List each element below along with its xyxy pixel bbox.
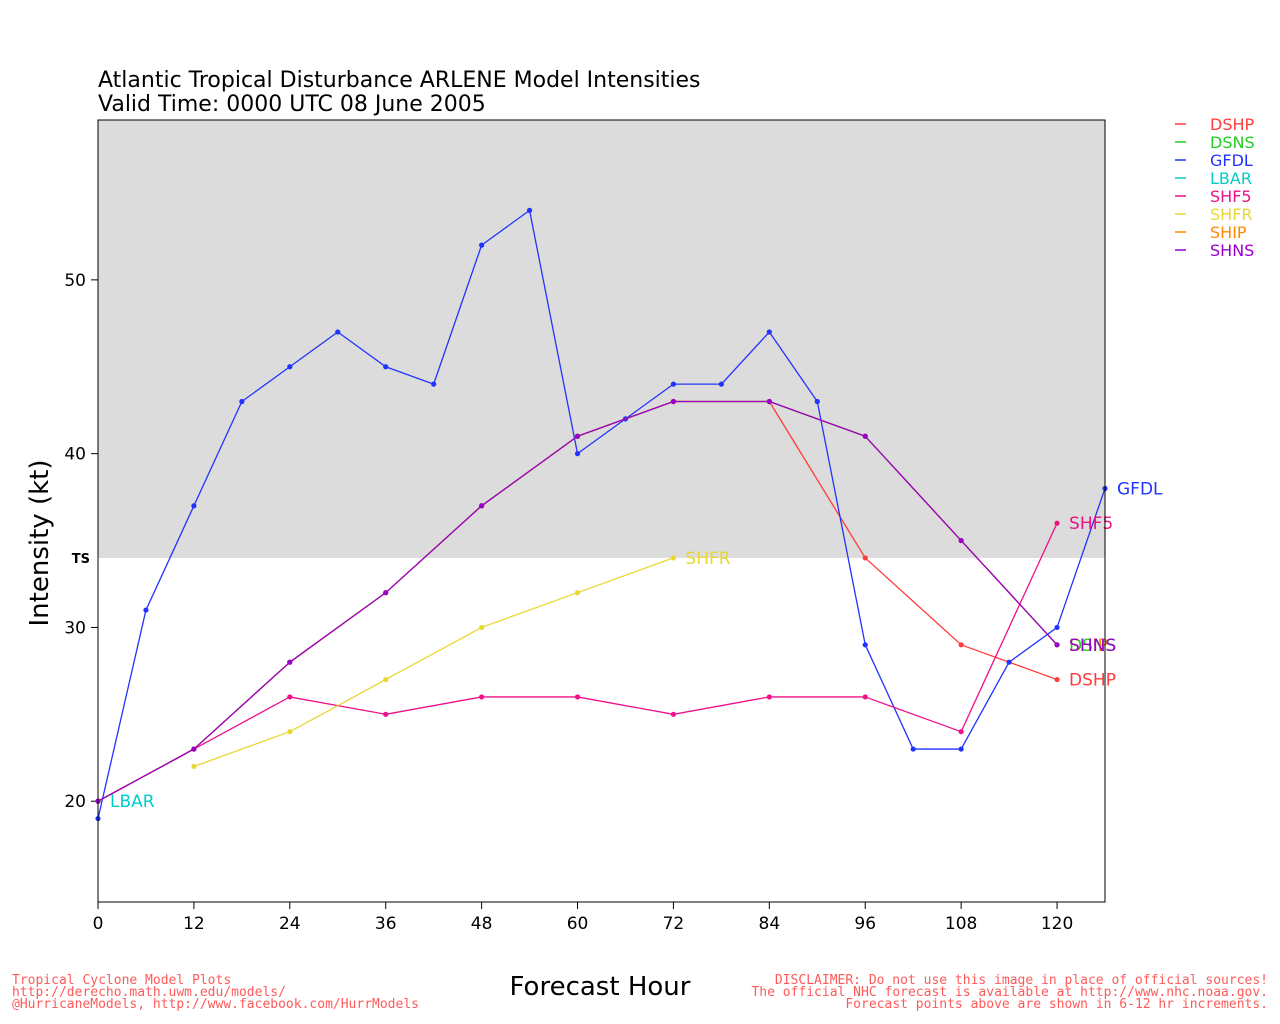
data-point-gfdl [383, 364, 389, 370]
x-tick-label: 60 [567, 914, 589, 934]
x-tick-label: 108 [945, 914, 977, 934]
footer-right-line2: The official NHC forecast is available a… [751, 985, 1268, 1000]
y-tick-label: 50 [64, 271, 86, 291]
data-point-shns [574, 433, 581, 439]
data-point-shf5 [287, 694, 293, 700]
x-tick-label: 12 [183, 914, 205, 934]
series-end-label-dshp: DSHP [1069, 671, 1116, 691]
x-tick-label: 84 [759, 914, 781, 934]
data-point-gfdl [766, 329, 772, 335]
data-point-shfr [574, 590, 581, 596]
series-end-label-lbar: LBAR [110, 792, 155, 812]
x-tick-label: 36 [375, 914, 397, 934]
x-tick-label: 48 [471, 914, 493, 934]
data-point-shns [383, 590, 389, 596]
data-point-gfdl [479, 242, 485, 248]
data-point-shns [1054, 642, 1060, 648]
data-point-gfdl [287, 364, 293, 370]
data-point-gfdl [335, 329, 341, 335]
series-line-shf5 [97, 522, 1058, 802]
x-tick-label: 24 [279, 914, 301, 934]
data-point-dshp [1054, 676, 1060, 683]
data-point-gfdl [814, 398, 820, 405]
legend-entry-shns: SHNS [1210, 241, 1254, 260]
legend-entry-shfr: SHFR [1210, 205, 1253, 224]
footer-left-line1: Tropical Cyclone Model Plots [12, 973, 232, 988]
data-point-shns [766, 398, 772, 405]
series-end-label-shfr: SHFR [685, 549, 730, 569]
data-point-shfr [287, 729, 293, 735]
data-point-shns [479, 503, 485, 509]
y-tick-label: 40 [64, 445, 86, 465]
data-point-gfdl [910, 746, 916, 752]
series-line-gfdl [97, 209, 1106, 819]
data-point-gfdl [239, 398, 245, 405]
plot-frame [97, 119, 1106, 903]
legend-entry-gfdl: GFDL [1210, 151, 1253, 170]
data-point-dshp [958, 642, 964, 648]
y-tick-label: 20 [64, 792, 86, 812]
footer-disclaimer: DISCLAIMER: Do not use this image in pla… [751, 973, 1268, 1012]
legend-entry-shf5: SHF5 [1210, 187, 1252, 206]
data-point-dshp [862, 555, 868, 561]
legend-entry-ship: SHIP [1210, 223, 1247, 242]
data-point-gfdl [958, 746, 964, 752]
series-end-label-shns: SHNS [1069, 636, 1116, 656]
data-point-gfdl [718, 381, 724, 387]
data-point-shfr [479, 624, 485, 631]
data-point-shf5 [574, 694, 581, 700]
data-point-gfdl [1054, 624, 1060, 631]
ts-threshold-label: TS [72, 552, 90, 567]
data-point-shf5 [766, 694, 772, 700]
y-axis-label: Intensity (kt) [25, 460, 55, 627]
chart-title-line1: Atlantic Tropical Disturbance ARLENE Mod… [98, 68, 701, 93]
data-point-shns [287, 659, 293, 665]
data-point-shfr [670, 555, 677, 561]
x-tick-label: 120 [1041, 914, 1073, 934]
data-point-shns [862, 433, 868, 439]
data-point-shns [191, 746, 197, 752]
series-end-label-ship: SHIP [1069, 636, 1108, 656]
data-point-gfdl [191, 503, 197, 509]
data-point-shf5 [1054, 520, 1060, 526]
data-point-gfdl [574, 451, 581, 457]
data-point-shf5 [958, 729, 964, 735]
data-point-gfdl [431, 381, 437, 387]
legend-entry-lbar: LBAR [1210, 169, 1252, 188]
data-point-shfr [191, 763, 197, 770]
footer-credits: Tropical Cyclone Model Plots http://derec… [12, 973, 419, 1012]
x-tick-label: 72 [663, 914, 685, 934]
data-point-shf5 [670, 711, 677, 717]
data-point-shf5 [479, 694, 485, 700]
chart-title-line2: Valid Time: 0000 UTC 08 June 2005 [98, 92, 486, 117]
data-point-shns [670, 398, 677, 405]
data-point-gfdl [1006, 659, 1012, 665]
x-tick-label: 96 [854, 914, 876, 934]
x-axis-label: Forecast Hour [509, 972, 691, 1002]
data-point-shf5 [383, 711, 389, 717]
footer-right-line1: DISCLAIMER: Do not use this image in pla… [774, 973, 1268, 988]
data-point-gfdl [143, 607, 149, 613]
series-line-shfr [193, 557, 674, 768]
series-end-label-shf5: SHF5 [1069, 514, 1113, 534]
data-point-shfr [383, 676, 389, 683]
data-point-shf5 [862, 694, 868, 700]
x-tick-label: 0 [93, 914, 104, 934]
legend-entry-dshp: DSHP [1210, 115, 1255, 134]
data-point-gfdl [526, 207, 533, 213]
legend-entry-dsns: DSNS [1210, 133, 1255, 152]
data-point-shns [958, 537, 964, 544]
footer-right-line3: Forecast points above are shown in 6-12 … [845, 997, 1268, 1012]
data-point-gfdl [862, 642, 868, 648]
footer-left-line3[interactable]: @HurricaneModels, http://www.facebook.co… [12, 997, 419, 1012]
footer-left-line2[interactable]: http://derecho.math.uwm.edu/models/ [12, 985, 286, 1000]
series-end-label-gfdl: GFDL [1117, 479, 1163, 499]
data-point-gfdl [670, 381, 677, 387]
ts-shaded-region [98, 120, 1105, 558]
y-tick-label: 30 [64, 618, 86, 638]
